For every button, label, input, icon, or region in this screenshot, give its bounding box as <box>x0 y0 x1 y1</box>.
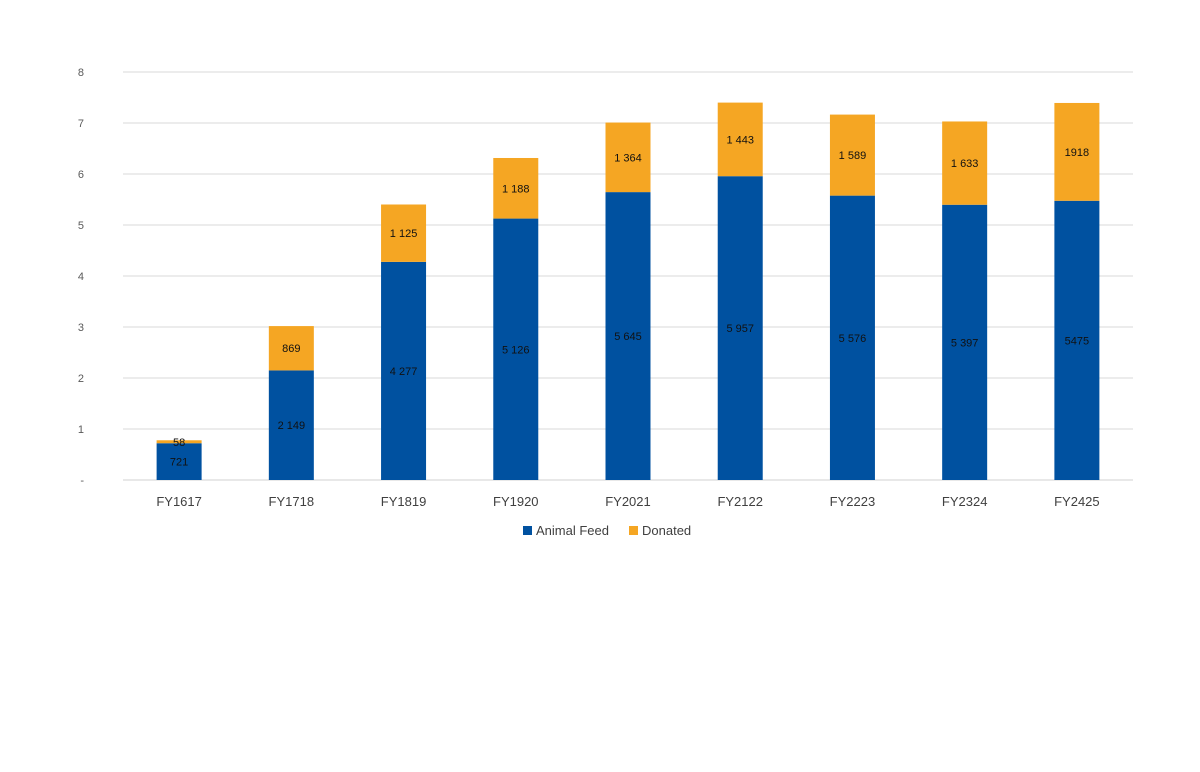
x-tick-label: FY2021 <box>605 494 651 509</box>
y-tick-label: 5 <box>78 220 84 232</box>
donated-bar <box>156 440 202 444</box>
donated-data-label: 1 443 <box>726 134 754 146</box>
x-tick-label: FY2223 <box>830 494 876 509</box>
donated-data-label: 1 125 <box>390 228 418 240</box>
animal-feed-data-label: 4 277 <box>390 366 418 378</box>
animal-feed-data-label: 5 126 <box>502 344 530 356</box>
donated-data-label: 58 <box>173 437 185 449</box>
x-tick-label: FY1617 <box>156 494 202 509</box>
x-axis: FY1617 FY1718 FY1819 FY1920 FY2021 FY2122 FY22… <box>156 494 1099 509</box>
x-tick-label: FY2324 <box>942 494 988 509</box>
donated-bar <box>717 102 763 177</box>
animal-feed-data-label: 5 576 <box>839 333 867 345</box>
y-tick-label: 3 <box>78 322 84 334</box>
donated-bar <box>268 326 314 371</box>
animal-feed-data-label: 5475 <box>1065 335 1089 347</box>
x-tick-label: FY2425 <box>1054 494 1100 509</box>
donated-bar <box>605 122 651 193</box>
donated-bar <box>1054 102 1100 201</box>
donated-data-label: 1 633 <box>951 158 979 170</box>
animal-feed-data-label: 2 149 <box>278 420 306 432</box>
donated-legend-swatch <box>629 526 638 535</box>
animal-feed-bar <box>493 218 539 480</box>
donated-data-label: 869 <box>282 343 300 355</box>
donated-bar <box>829 114 875 196</box>
x-tick-label: FY1819 <box>381 494 427 509</box>
x-tick-label: FY1920 <box>493 494 539 509</box>
donated-data-label: 1 364 <box>614 152 642 164</box>
animal-feed-bar <box>381 261 427 480</box>
animal-feed-bar <box>717 176 763 480</box>
animal-feed-bar <box>605 192 651 481</box>
y-tick-label: - <box>80 475 84 487</box>
donated-legend-label: Donated <box>642 523 691 538</box>
y-tick-label: 2 <box>78 373 84 385</box>
donated-data-label: 1918 <box>1065 147 1089 159</box>
animal-feed-legend-label: Animal Feed <box>536 523 609 538</box>
donated-bar <box>942 121 988 205</box>
animal-feed-bar <box>942 204 988 481</box>
donated-bar <box>381 204 427 262</box>
animal-feed-bar <box>1054 200 1100 480</box>
data-labels: 721 58 2 149 869 4 277 1 125 5 126 1 188 5 645 1 … <box>170 134 1089 468</box>
x-tick-label: FY2122 <box>717 494 763 509</box>
y-axis: - 1 2 3 4 5 6 7 8 <box>78 67 84 487</box>
bars <box>156 102 1100 481</box>
animal-feed-data-label: 721 <box>170 457 188 469</box>
animal-feed-data-label: 5 957 <box>726 323 754 335</box>
donated-data-label: 1 589 <box>839 150 867 162</box>
y-tick-label: 4 <box>78 271 84 283</box>
donated-data-label: 1 188 <box>502 183 530 195</box>
animal-feed-bar <box>156 443 202 480</box>
donated-bar <box>493 157 539 219</box>
y-tick-label: 7 <box>78 118 84 130</box>
y-tick-label: 6 <box>78 169 84 181</box>
legend: Animal Feed Donated <box>523 523 691 538</box>
y-tick-label: 1 <box>78 424 84 436</box>
animal-feed-bar <box>829 195 875 480</box>
animal-feed-data-label: 5 645 <box>614 331 642 343</box>
animal-feed-bar <box>268 370 314 480</box>
animal-feed-data-label: 5 397 <box>951 337 979 349</box>
x-tick-label: FY1718 <box>269 494 315 509</box>
y-tick-label: 8 <box>78 67 84 79</box>
animal-feed-legend-swatch <box>523 526 532 535</box>
